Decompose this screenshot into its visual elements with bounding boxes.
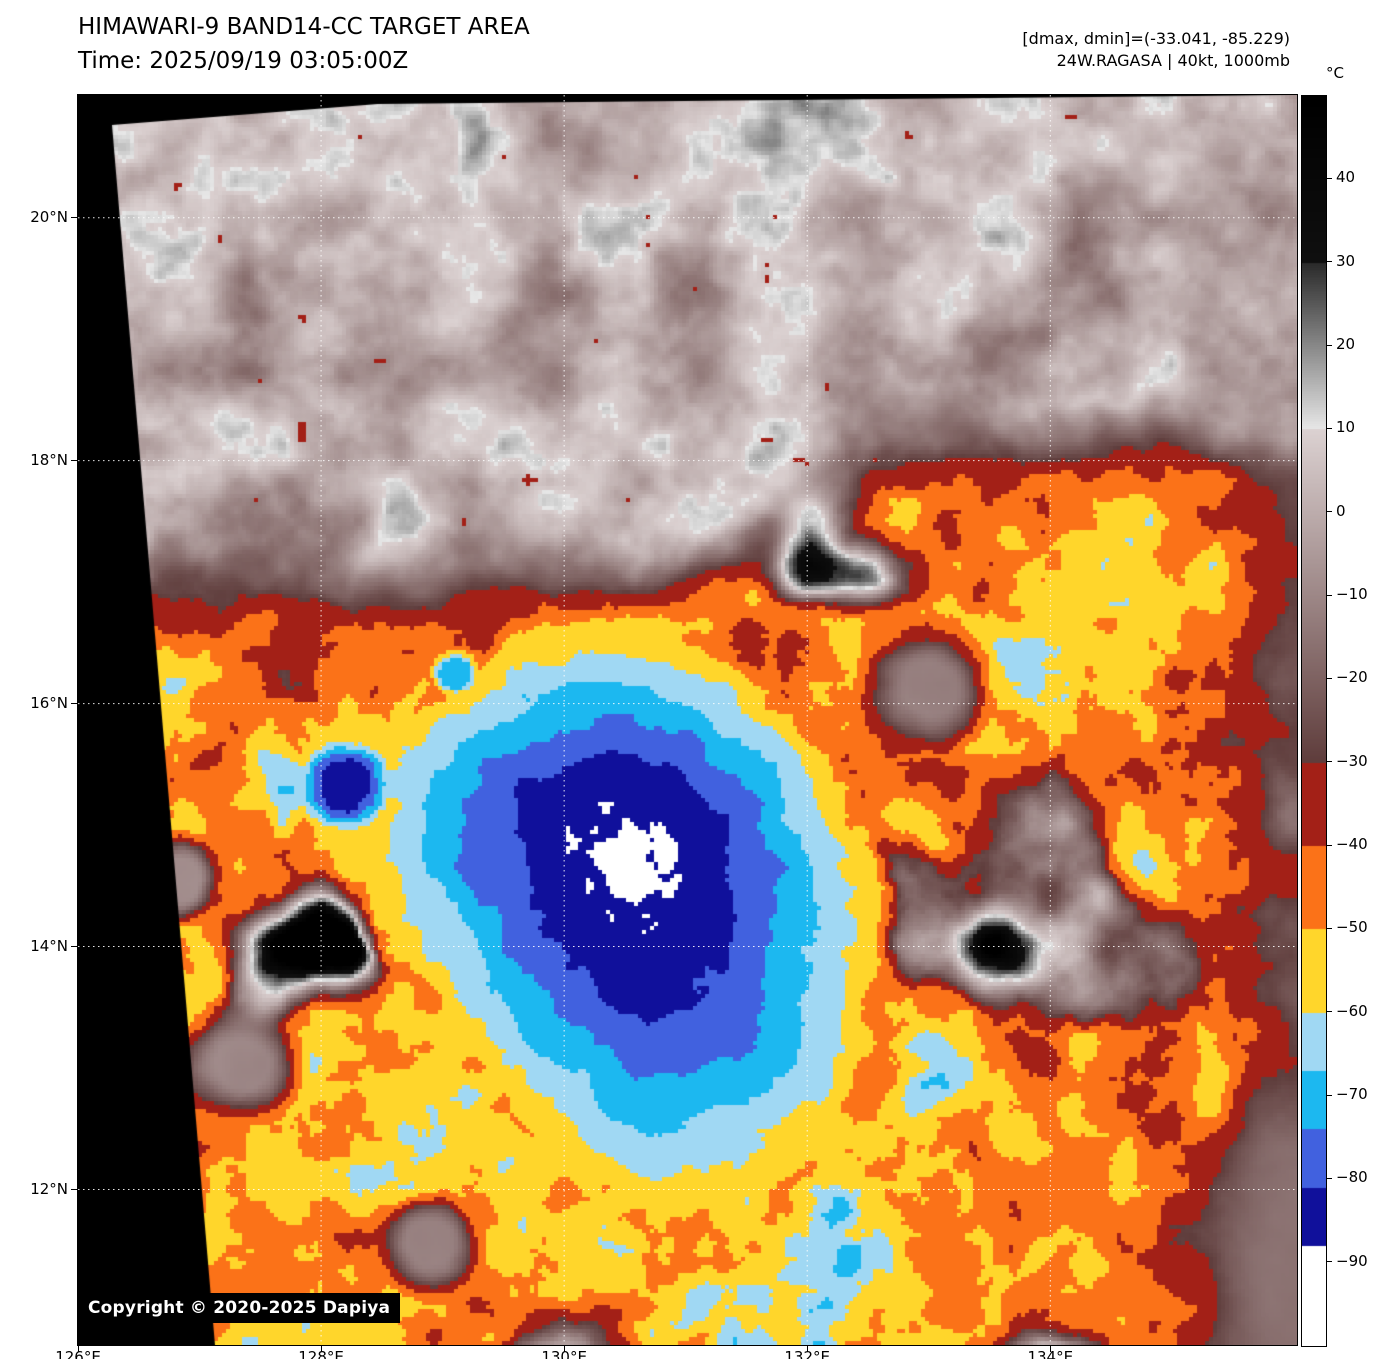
lon-tick-mark: [1049, 1346, 1051, 1352]
colorbar-tick-label: −30: [1336, 751, 1368, 770]
colorbar-tick-label: 40: [1336, 168, 1356, 187]
lat-tick-mark: [71, 1189, 77, 1190]
temperature-colorbar: [1301, 95, 1327, 1347]
colorbar-tick-label: −60: [1336, 1001, 1368, 1020]
colorbar-tick-mark: [1327, 261, 1332, 263]
timestamp: Time: 2025/09/19 03:05:00Z: [78, 48, 409, 74]
colorbar-tick-mark: [1327, 344, 1332, 346]
lon-tick-label: 132°E: [784, 1348, 830, 1359]
lon-tick-mark: [77, 1346, 79, 1352]
lat-tick-mark: [71, 946, 77, 948]
colorbar-tick-mark: [1327, 761, 1332, 763]
lat-tick-mark: [71, 460, 77, 462]
lon-tick-label: 130°E: [541, 1348, 587, 1359]
info-block: [dmax, dmin]=(-33.041, -85.229) 24W.RAGA…: [1022, 28, 1290, 72]
colorbar-tick-label: −10: [1336, 585, 1368, 603]
lat-tick-mark: [71, 703, 77, 705]
lat-tick-label: 14°N: [30, 936, 68, 955]
lon-tick-mark: [563, 1346, 565, 1352]
lat-tick-label: 20°N: [30, 207, 68, 226]
colorbar-tick-mark: [1327, 511, 1332, 513]
colorbar-tick-label: −70: [1336, 1085, 1368, 1103]
lat-tick-mark: [71, 217, 77, 219]
colorbar-tick-mark: [1327, 1261, 1332, 1263]
copyright-watermark: Copyright © 2020-2025 Dapiya: [78, 1293, 401, 1323]
storm-readout: 24W.RAGASA | 40kt, 1000mb: [1056, 51, 1290, 70]
colorbar-tick-mark: [1327, 677, 1332, 679]
lon-tick-mark: [806, 1346, 808, 1352]
lon-tick-label: 128°E: [298, 1348, 344, 1359]
lon-tick-label: 126°E: [55, 1348, 101, 1359]
map-plot: Copyright © 2020-2025 Dapiya: [78, 95, 1297, 1345]
colorbar-tick-label: 0: [1336, 501, 1346, 520]
colorbar-unit-label: °C: [1326, 64, 1344, 82]
lat-tick-label: 18°N: [30, 450, 68, 469]
colorbar-tick-mark: [1327, 927, 1332, 929]
colorbar-tick-mark: [1327, 427, 1332, 429]
lon-tick-label: 134°E: [1027, 1348, 1074, 1359]
colorbar-tick-mark: [1327, 1011, 1332, 1013]
colorbar-tick-label: −80: [1336, 1168, 1368, 1187]
lat-tick-label: 12°N: [30, 1179, 68, 1198]
satellite-ir-canvas: [78, 95, 1297, 1345]
title-block: HIMAWARI-9 BAND14-CC TARGET AREA Time: 2…: [78, 10, 530, 78]
colorbar-tick-mark: [1327, 177, 1332, 179]
colorbar-tick-label: −50: [1336, 918, 1368, 937]
dmax-dmin-readout: [dmax, dmin]=(-33.041, -85.229): [1022, 29, 1290, 48]
latlon-gridlines: [78, 95, 1297, 1345]
colorbar-tick-label: 30: [1336, 251, 1356, 270]
colorbar-tick-label: −90: [1336, 1251, 1368, 1270]
lon-tick-mark: [320, 1346, 322, 1352]
colorbar-tick-label: −20: [1336, 668, 1368, 687]
colorbar-tick-mark: [1327, 594, 1332, 596]
colorbar-tick-mark: [1327, 844, 1332, 846]
colorbar-tick-mark: [1327, 1094, 1332, 1096]
colorbar-tick-label: −40: [1336, 835, 1368, 853]
product-title: HIMAWARI-9 BAND14-CC TARGET AREA: [78, 14, 530, 40]
colorbar-tick-label: 20: [1336, 335, 1356, 353]
lat-tick-label: 16°N: [30, 693, 68, 712]
colorbar-tick-label: 10: [1336, 418, 1356, 437]
colorbar-tick-mark: [1327, 1177, 1332, 1179]
